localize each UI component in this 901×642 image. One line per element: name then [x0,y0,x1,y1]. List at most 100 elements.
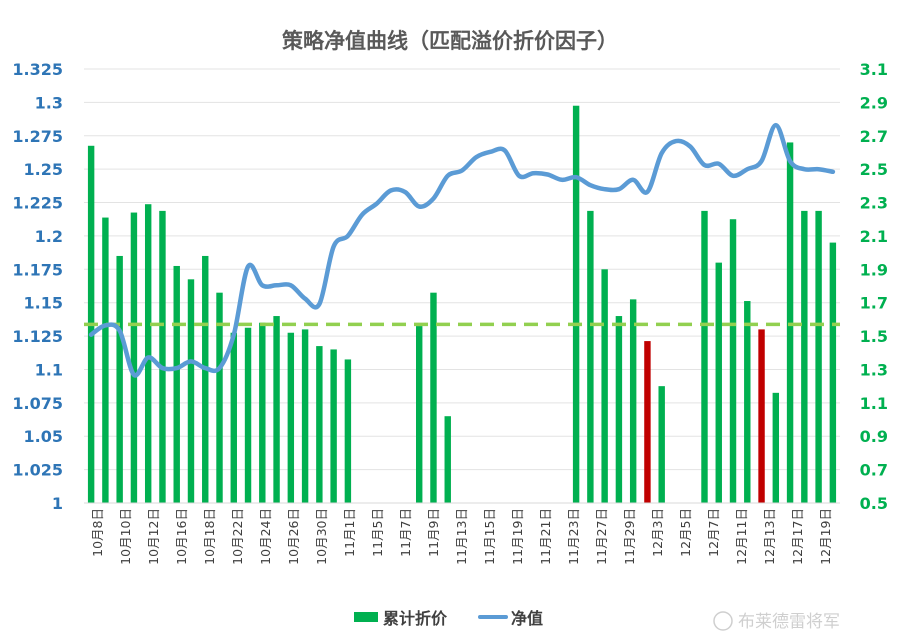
y-left-tick-label: 1.25 [24,160,63,179]
x-tick-label: 12月11日 [734,508,749,565]
x-tick-label: 11月9日 [426,508,441,557]
y-left-tick-label: 1 [52,494,63,513]
bar [644,341,651,503]
bar [216,292,223,503]
x-tick-label: 10月8日 [90,508,105,557]
bar [801,210,808,503]
bar [230,332,237,503]
x-tick-label: 12月19日 [818,508,833,565]
x-tick-label: 11月21日 [538,508,553,565]
bar [615,316,623,503]
x-tick-label: 11月15日 [482,508,497,565]
y-right-tick-label: 2.9 [860,93,888,112]
x-axis-ticks: 10月8日 10月10日 10月12日 10月16日 10月18日 10月22日 10月24… [90,508,833,565]
bar [744,301,751,503]
bar [415,326,423,503]
bar [758,329,765,503]
y-right-tick-label: 0.9 [860,427,888,446]
line-series [88,122,836,378]
bar [430,292,437,503]
legend-swatch-bar [354,612,378,622]
x-tick-label: 11月13日 [454,508,469,565]
legend-label-bar: 累计折价 [383,609,448,628]
legend-label-line: 净值 [511,609,543,628]
bar [601,269,608,503]
y-left-tick-label: 1.05 [24,427,63,446]
bar [116,255,123,503]
bar [159,210,166,503]
y-right-tick-label: 2.1 [860,227,888,246]
bar [701,210,708,503]
x-tick-label: 10月10日 [118,508,133,565]
x-tick-label: 11月5日 [370,508,385,557]
bar [287,332,295,503]
watermark: 布莱德雷将军 [713,611,840,632]
x-tick-label: 11月27日 [594,508,609,565]
x-tick-label: 11月19日 [510,508,525,565]
y-left-tick-label: 1.2 [35,227,63,246]
x-tick-label: 10月26日 [286,508,301,565]
y-left-tick-label: 1.3 [35,93,63,112]
bar [729,219,737,503]
watermark-weibo-icon [713,611,733,631]
x-tick-label: 11月1日 [342,508,357,557]
y-right-tick-label: 2.7 [860,127,888,146]
right-axis-ticks: 0.5 0.7 0.9 1.1 1.3 1.5 1.7 1.9 2.1 2.3 2.5 2.7 2.9 3… [860,60,888,513]
x-tick-label: 10月16日 [174,508,189,565]
y-left-tick-label: 1.025 [12,461,63,480]
x-tick-label: 11月29日 [622,508,637,565]
y-left-tick-label: 1.225 [12,194,63,213]
bar [829,242,837,503]
grid-lines [84,68,840,471]
bar [815,210,822,503]
y-right-tick-label: 2.3 [860,194,888,213]
y-right-tick-label: 1.1 [860,394,888,413]
net-value-line [88,122,836,378]
bar [187,279,195,503]
x-tick-label: 10月30日 [314,508,329,565]
x-tick-label: 12月7日 [706,508,721,557]
bar [587,210,594,503]
y-left-tick-label: 1.1 [35,360,63,379]
bar [715,262,722,503]
bar [330,349,337,503]
x-tick-label: 10月18日 [202,508,217,565]
bar [244,327,252,503]
y-right-tick-label: 0.7 [860,461,888,480]
chart-title: 策略净值曲线（匹配溢价折价因子） [282,29,618,53]
bar [273,316,280,503]
y-left-tick-label: 1.275 [12,127,63,146]
bar [144,204,152,503]
y-right-tick-label: 1.3 [860,360,888,379]
y-left-tick-label: 1.325 [12,60,63,79]
y-right-tick-label: 0.5 [860,494,888,513]
watermark-text: 布莱德雷将军 [738,612,840,632]
bar [173,265,180,503]
legend: 累计折价 净值 [354,609,543,628]
x-tick-label: 12月13日 [762,508,777,565]
x-tick-label: 12月17日 [790,508,805,565]
x-tick-label: 12月3日 [650,508,665,557]
y-left-tick-label: 1.125 [12,327,63,346]
bar [202,255,209,503]
y-left-tick-label: 1.175 [12,260,63,279]
x-tick-label: 11月23日 [566,508,581,565]
y-right-tick-label: 1.9 [860,260,888,279]
y-right-tick-label: 3.1 [860,60,888,79]
bar [772,392,780,503]
bar [658,386,665,503]
bar [301,329,309,503]
bar [102,217,109,504]
x-tick-label: 10月12日 [146,508,161,565]
y-right-tick-label: 1.7 [860,294,888,313]
bar [572,105,580,503]
y-left-tick-label: 1.15 [24,294,63,313]
x-tick-label: 10月22日 [230,508,245,565]
x-tick-label: 11月7日 [398,508,413,557]
x-tick-label: 10月24日 [258,508,273,565]
y-right-tick-label: 1.5 [860,327,888,346]
x-tick-label: 12月5日 [678,508,693,557]
y-left-tick-label: 1.075 [12,394,63,413]
bar [629,299,637,503]
